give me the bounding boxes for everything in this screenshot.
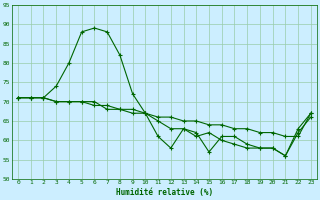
X-axis label: Humidité relative (%): Humidité relative (%): [116, 188, 213, 197]
